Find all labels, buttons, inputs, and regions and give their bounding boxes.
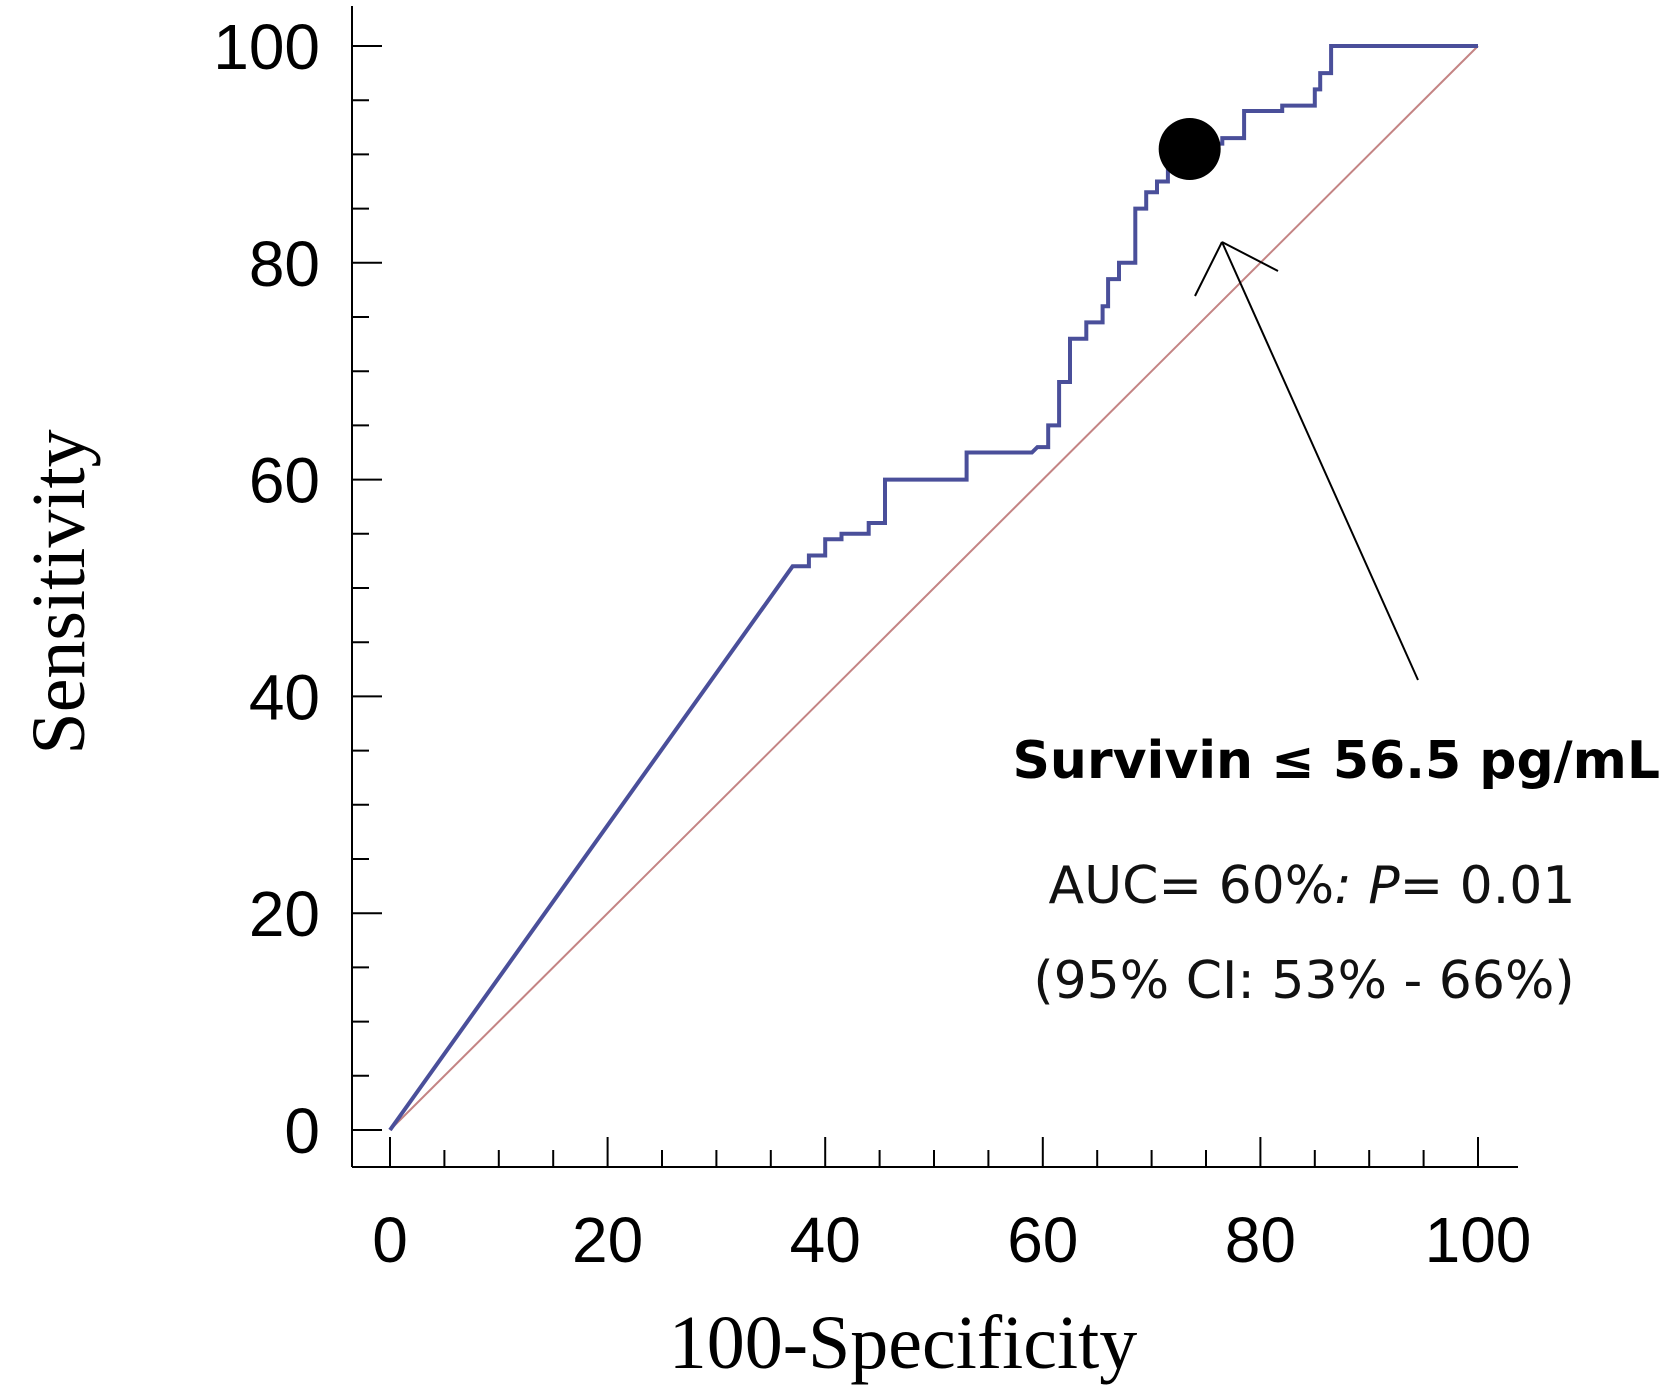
y-axis-title: Sensitivity [17,429,101,754]
reference-diagonal-line [389,45,1479,1131]
annotation-ci: (95% CI: 53% - 66%) [1033,951,1574,1011]
annotation-p-label: P [1368,856,1400,916]
y-tick-label: 20 [249,878,320,950]
tick-labels: 0 20 40 60 80 100 0 20 40 60 80 100 [213,11,1531,1276]
y-tick-label: 0 [284,1095,320,1167]
x-tick-label: 20 [572,1204,643,1276]
tick-marks [352,45,1479,1167]
y-tick-label: 40 [249,661,320,733]
arrow-shaft [1221,241,1419,681]
x-tick-label: 60 [1007,1204,1078,1276]
y-tick-label: 60 [249,445,320,517]
arrow-head-left [1194,241,1223,297]
x-tick-label: 100 [1425,1204,1532,1276]
y-tick-label: 80 [249,228,320,300]
annotation-criterion-label: Survivin ≤ 56.5 pg/mL [1012,731,1660,791]
annotation-arrow [1194,241,1419,681]
annotation-colon: : [1334,856,1368,916]
y-tick-label: 100 [213,11,320,83]
annotation-auc-prefix: AUC= 60% [1049,856,1335,916]
x-tick-label: 40 [790,1204,861,1276]
annotation-p-value: = 0.01 [1400,856,1576,916]
criterion-point-marker [1158,117,1221,180]
arrow-head-right [1221,241,1279,272]
annotation-auc-line: AUC= 60%: P= 0.01 [1049,856,1576,916]
x-axis-title: 100-Specificity [669,1301,1138,1385]
x-tick-label: 0 [372,1204,408,1276]
x-tick-label: 80 [1225,1204,1296,1276]
roc-curve-line [388,44,1478,1132]
